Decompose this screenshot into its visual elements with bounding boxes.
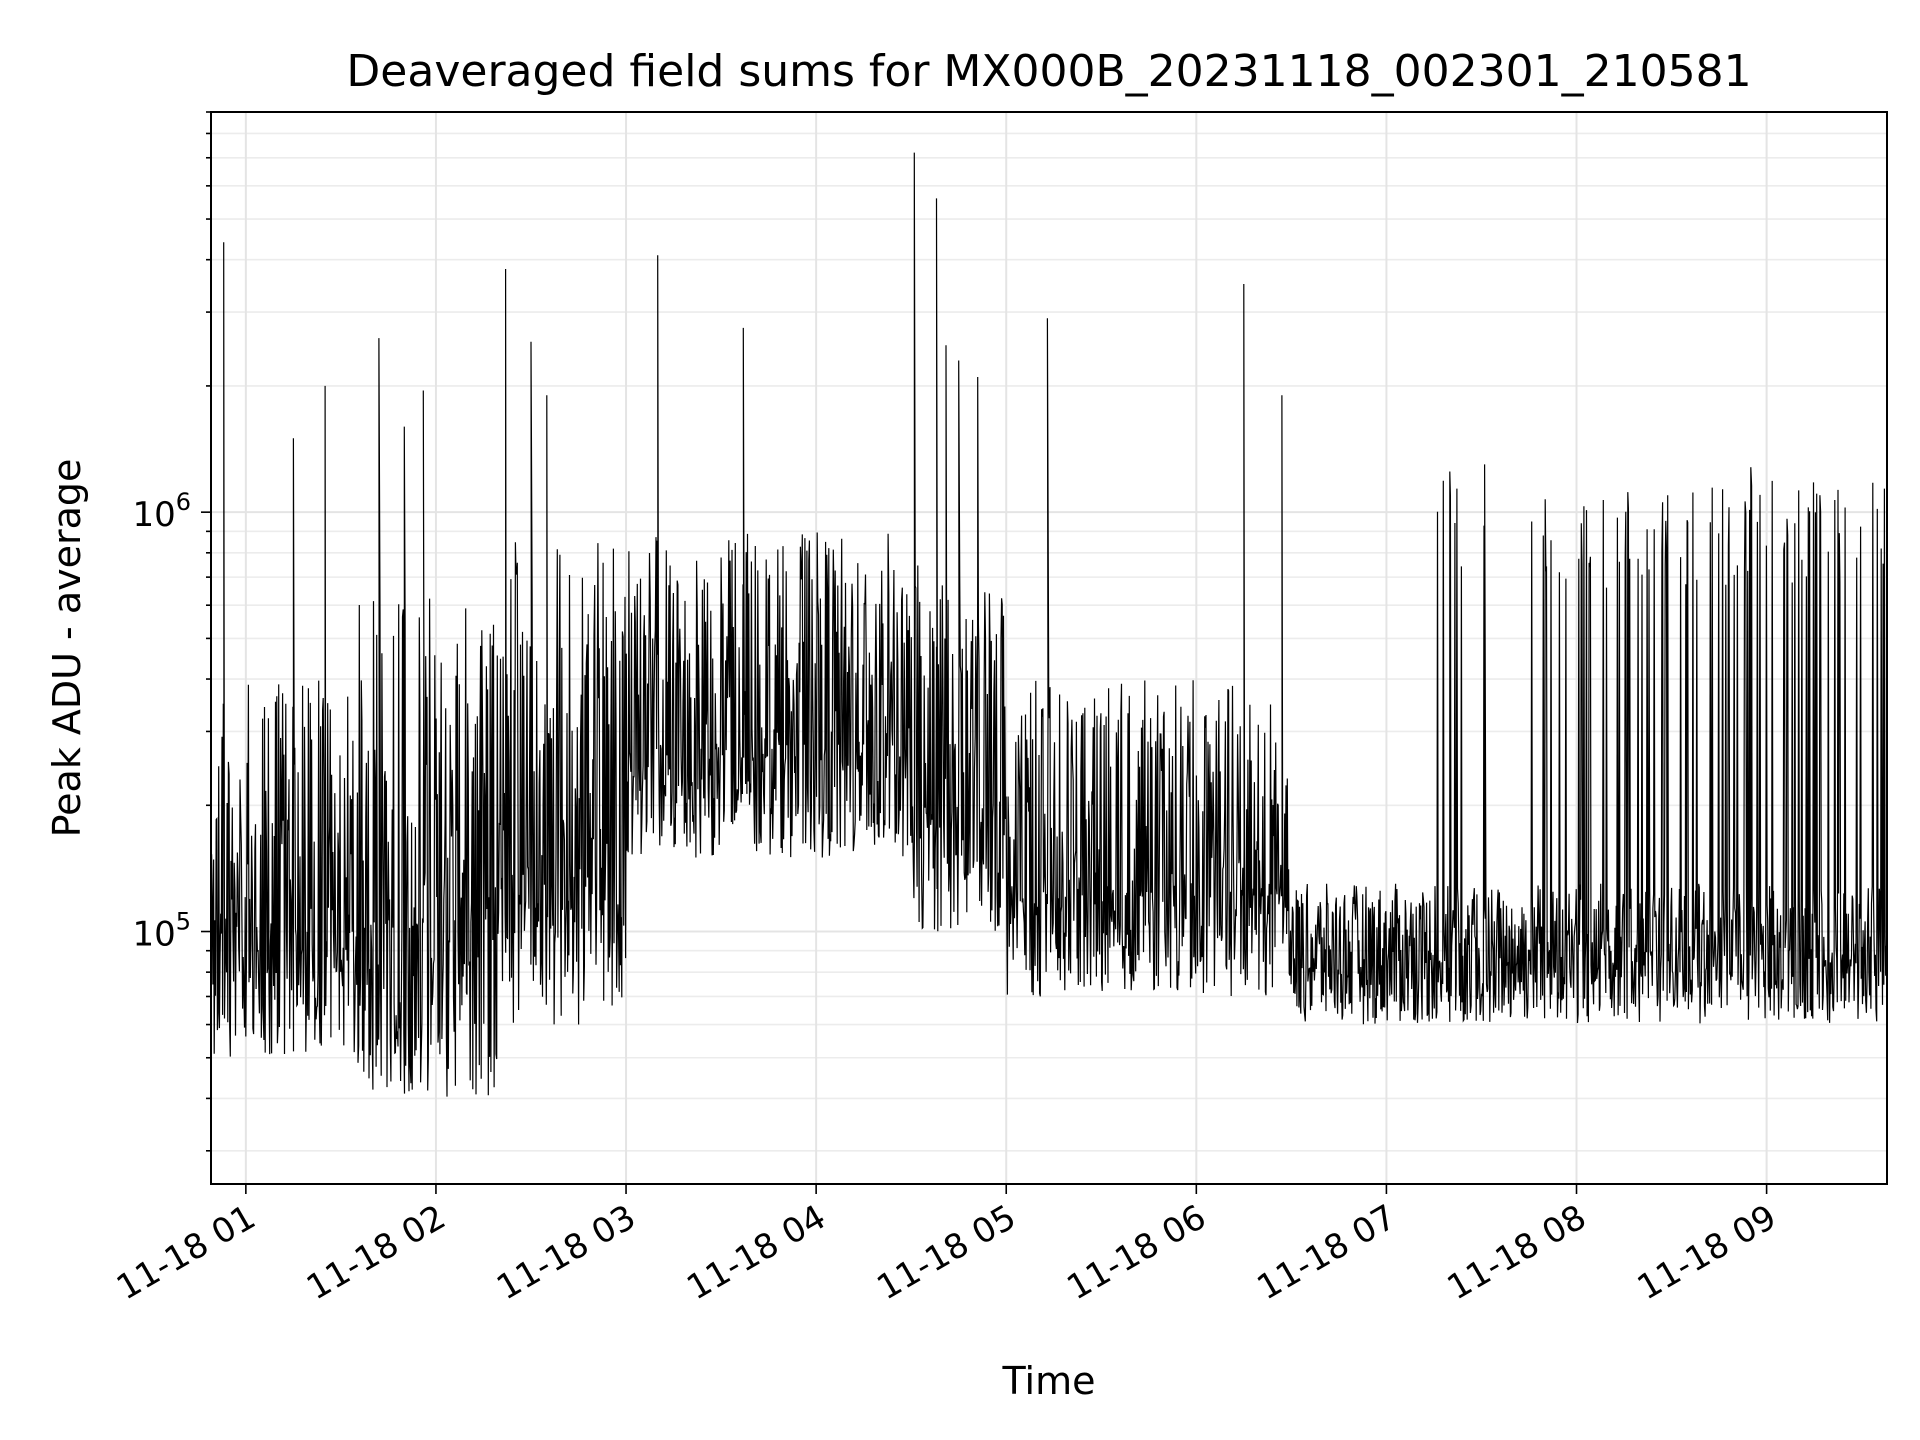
series-line	[211, 152, 1887, 1097]
chart-title: Deaveraged field sums for MX000B_2023111…	[346, 46, 1751, 97]
plot-area	[211, 152, 1887, 1097]
y-tick-label: 106	[132, 488, 191, 535]
y-axis: 105 106	[132, 111, 211, 1152]
axes-frame	[210, 111, 1888, 1185]
x-axis-label: Time	[1002, 1359, 1096, 1403]
y-tick-label: 105	[132, 908, 191, 955]
y-axis-label: Peak ADU - average	[45, 459, 89, 838]
